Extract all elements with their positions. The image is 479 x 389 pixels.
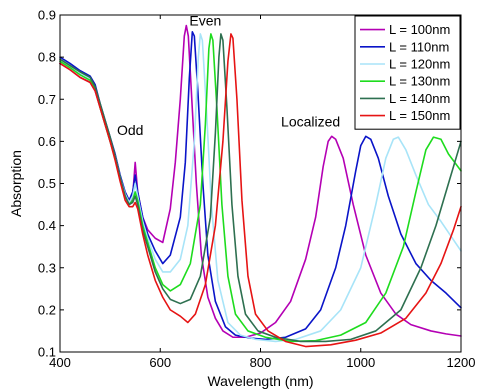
legend-label: L = 110nm	[389, 39, 449, 54]
legend-label: L = 130nm	[389, 74, 450, 89]
annotation-label: Localized	[281, 114, 340, 130]
legend-box	[354, 15, 461, 130]
y-tick-label: 0.8	[38, 50, 56, 65]
x-tick-label: 800	[250, 355, 272, 370]
y-tick-label: 0.9	[38, 8, 56, 23]
x-tick-label: 1000	[346, 355, 375, 370]
x-tick-label: 1200	[447, 355, 476, 370]
annotation-label: Odd	[117, 122, 143, 138]
x-tick-label: 400	[49, 355, 71, 370]
legend-label: L = 100nm	[389, 22, 450, 37]
y-tick-label: 0.4	[38, 218, 56, 233]
legend: L = 100nm L = 110nm L = 120nm L = 130nm L = …	[354, 15, 461, 130]
y-tick-label: 0.3	[38, 260, 56, 275]
series-layer	[59, 24, 462, 348]
annotation-label: Even	[189, 13, 221, 29]
y-tick-label: 0.1	[38, 345, 56, 360]
series-line-5	[59, 33, 462, 343]
annotation-layer: Odd Even Localized	[117, 13, 340, 139]
y-axis-label: Absorption	[8, 150, 24, 217]
y-tick-label: 0.6	[38, 134, 56, 149]
x-axis-label: Wavelength (nm)	[207, 373, 313, 389]
y-tick-label: 0.5	[38, 176, 56, 191]
legend-label: L = 150nm	[389, 108, 450, 123]
x-tick-label: 600	[149, 355, 171, 370]
series-line-6	[59, 33, 462, 348]
y-tick-label: 0.7	[38, 92, 56, 107]
legend-label: L = 120nm	[389, 57, 450, 72]
y-tick-label: 0.2	[38, 302, 56, 317]
ticks-layer: 400 600 800 1000 1200 0.1 0.2 0.3 0.4 0.5 0.6 0.7 0.…	[38, 8, 476, 371]
legend-label: L = 140nm	[389, 91, 450, 106]
